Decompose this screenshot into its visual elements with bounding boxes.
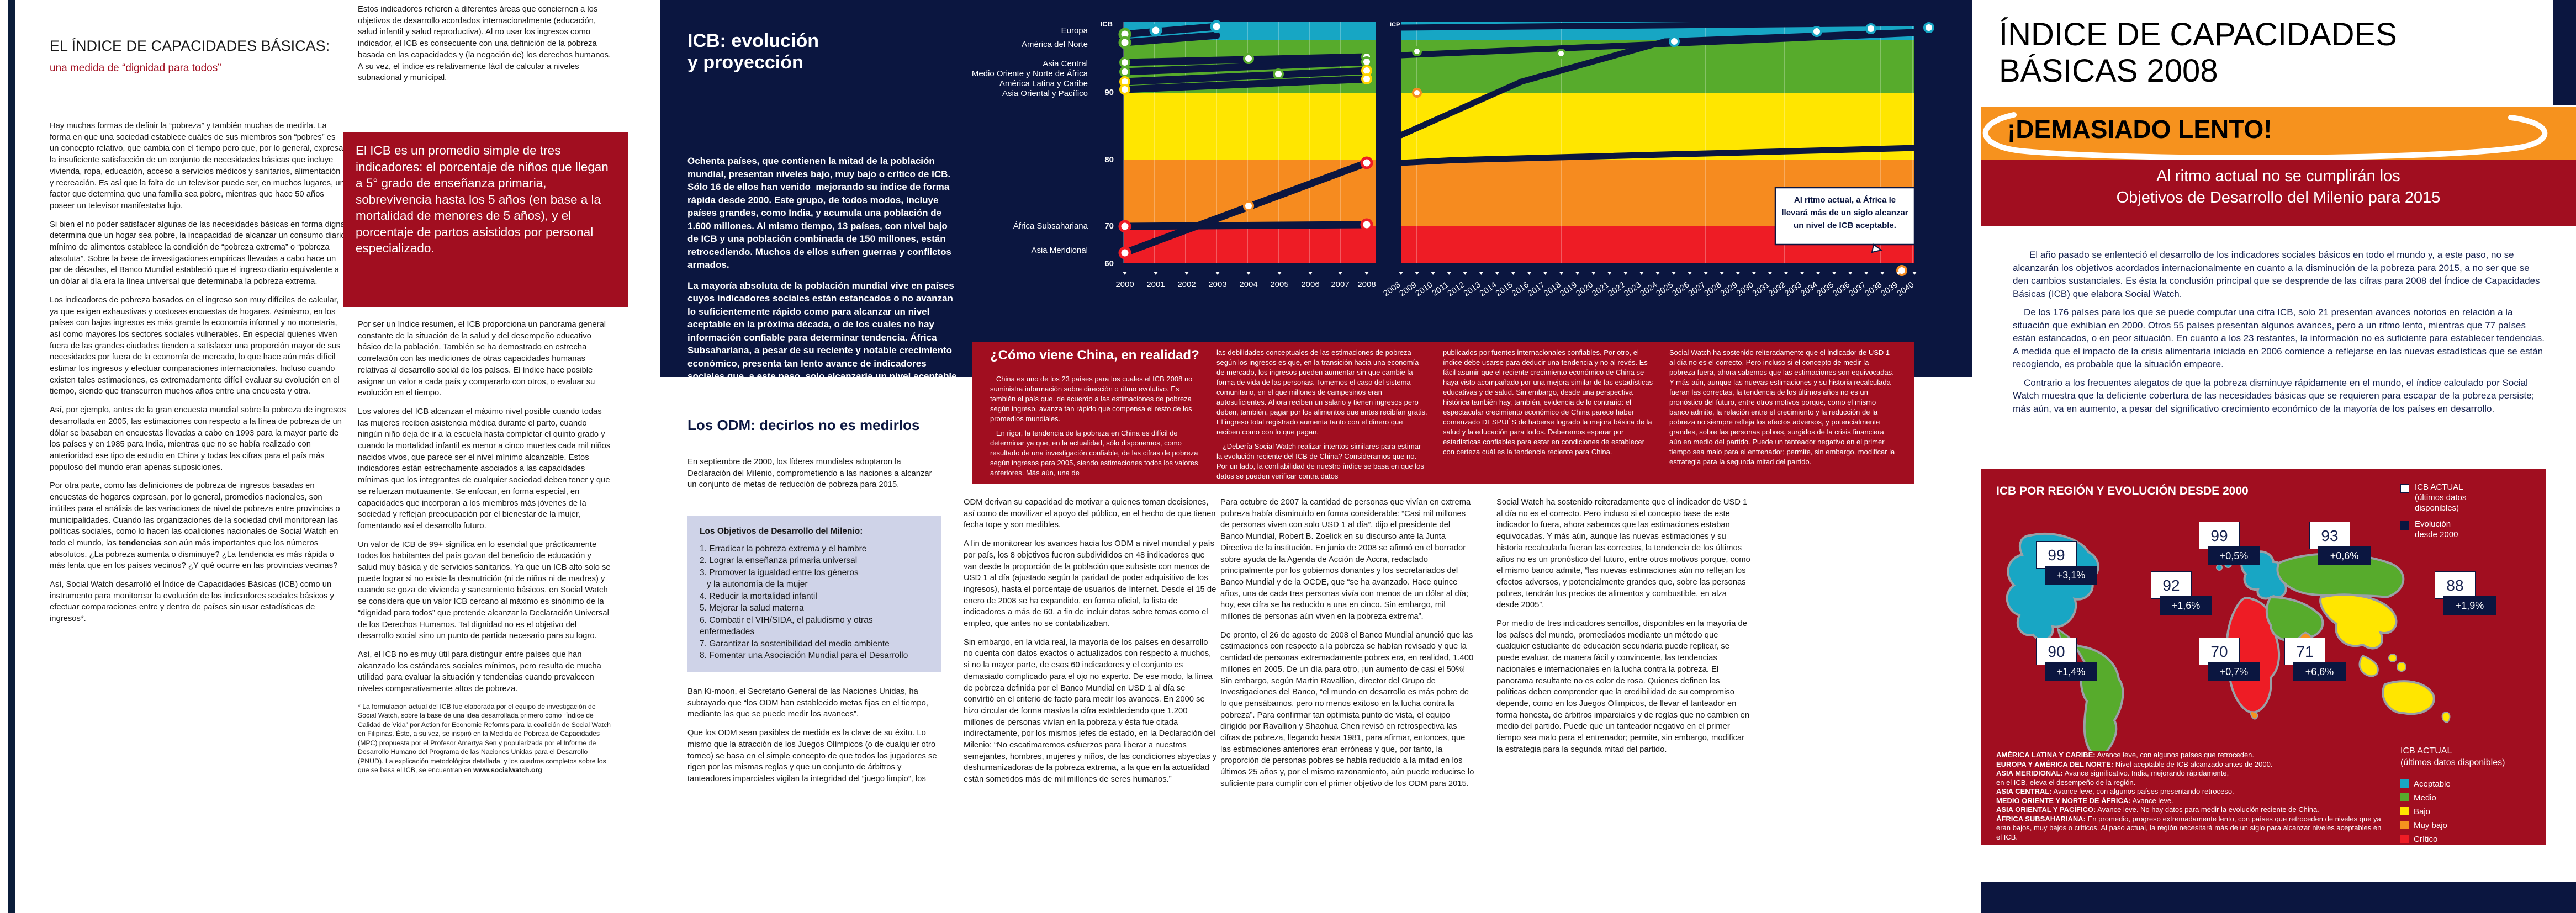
svg-text:2007: 2007 (1331, 280, 1349, 289)
svg-text:Europa: Europa (1061, 26, 1088, 35)
svg-text:70: 70 (1104, 221, 1114, 231)
svg-text:2003: 2003 (1208, 280, 1226, 289)
svg-text:2008: 2008 (1357, 280, 1376, 289)
svg-text:África Subsahariana: África Subsahariana (1013, 221, 1088, 231)
svg-text:2004: 2004 (1239, 280, 1257, 289)
svg-text:2000: 2000 (1115, 280, 1134, 289)
svg-text:llevará más de un siglo alcanz: llevará más de un siglo alcanzar (1781, 208, 1908, 217)
svg-text:América Latina y Caribe: América Latina y Caribe (999, 79, 1088, 88)
svg-text:2002: 2002 (1177, 280, 1196, 289)
svg-text:un nivel de ICB aceptable.: un nivel de ICB aceptable. (1794, 221, 1896, 230)
svg-text:ICB: ICB (1101, 20, 1113, 28)
svg-text:América del Norte: América del Norte (1022, 40, 1088, 49)
svg-text:Asia Meridional: Asia Meridional (1031, 246, 1088, 255)
svg-text:60: 60 (1104, 259, 1114, 268)
svg-text:Medio Oriente y Norte de Áfric: Medio Oriente y Norte de África (972, 69, 1088, 78)
svg-text:90: 90 (1104, 88, 1114, 97)
svg-text:2001: 2001 (1146, 280, 1165, 289)
svg-text:2005: 2005 (1270, 280, 1288, 289)
svg-text:Al ritmo actual, a África le: Al ritmo actual, a África le (1794, 195, 1896, 205)
svg-text:Asia Oriental y Pacífico: Asia Oriental y Pacífico (1002, 89, 1088, 98)
svg-text:80: 80 (1104, 155, 1114, 164)
svg-text:2006: 2006 (1301, 280, 1319, 289)
svg-text:Asia Central: Asia Central (1043, 59, 1088, 68)
